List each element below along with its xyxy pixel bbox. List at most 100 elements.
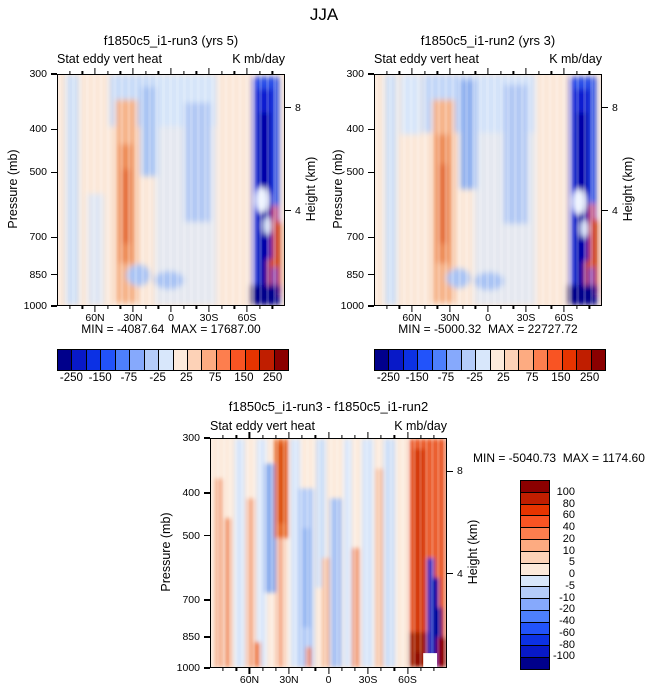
lat-tick <box>271 306 273 310</box>
colorbar-tick-label: 10 <box>562 544 575 557</box>
bottom-axis-ticks-run2 <box>374 306 602 312</box>
lat-tick <box>69 70 71 74</box>
lat-tick <box>550 70 552 74</box>
lat-tick-label: 0 <box>485 312 491 324</box>
colorbar-segment <box>201 350 216 370</box>
colorbar-diff <box>520 480 550 670</box>
lat-tick-label: 30N <box>279 674 299 686</box>
colorbar-tick-label: -5 <box>565 579 575 592</box>
lat-tick <box>406 432 409 438</box>
contour-plot-run3 <box>57 74 285 306</box>
colorbar-segment <box>129 350 144 370</box>
lat-tick <box>538 306 540 310</box>
colorbar-segment <box>576 350 591 370</box>
pressure-axis-label: Pressure (mb) <box>331 149 345 229</box>
lat-tick <box>288 432 290 438</box>
colorbar-segment <box>521 491 549 504</box>
colorbar-segment <box>521 633 549 646</box>
lat-tick <box>393 434 395 438</box>
lat-tick <box>525 68 527 74</box>
colorbar-segment <box>114 350 130 370</box>
lat-tick <box>271 70 273 74</box>
lat-tick <box>380 434 382 438</box>
contour-plot-run2 <box>374 74 602 306</box>
lat-tick <box>170 306 172 312</box>
colorbar-segment <box>460 350 476 370</box>
pressure-tick-label: 850 <box>182 630 200 643</box>
lat-tick <box>246 306 248 312</box>
latitude-labels-run2: 60N 30N 0 30S 60S <box>374 312 602 324</box>
lat-tick <box>462 306 464 310</box>
colorbar-labels-diff: 100 80 60 40 20 10 5 0 -5 -10 -20 -40 -60 -80 -100 <box>541 480 575 668</box>
lat-tick <box>538 70 540 74</box>
pressure-tick <box>368 236 374 238</box>
pressure-tick <box>51 171 57 173</box>
lat-tick <box>81 70 83 74</box>
colorbar-segment <box>521 562 549 575</box>
height-tick <box>285 210 291 212</box>
lat-tick <box>563 306 565 312</box>
pressure-tick-label: 850 <box>346 268 364 281</box>
pressure-tick-label: 500 <box>346 166 364 179</box>
lat-tick <box>512 306 514 310</box>
colorbar-segment <box>521 645 549 658</box>
top-axis-ticks-diff <box>210 432 447 438</box>
lat-tick-label: 0 <box>325 674 332 686</box>
minmax-text-run2: MIN = -5000.32 MAX = 22727.72 <box>398 322 578 336</box>
pressure-tick <box>368 305 374 307</box>
colorbar-segment <box>547 350 562 370</box>
pressure-tick <box>368 73 374 75</box>
colorbar-tick-label: 0 <box>568 568 575 580</box>
lat-tick <box>145 70 147 74</box>
colorbar-tick-label: -80 <box>559 638 575 651</box>
colorbar-tick-label: 250 <box>263 372 283 384</box>
colorbar-tick-label: -150 <box>405 372 429 384</box>
minmax-text-run3: MIN = -4087.64 MAX = 17687.00 <box>81 322 261 336</box>
bottom-axis-ticks-diff <box>210 668 447 674</box>
panel-subtitle-row: Stat eddy vert heat K mb/day <box>57 52 285 66</box>
colorbar-tick-label: -40 <box>559 615 575 627</box>
lat-tick <box>420 434 422 438</box>
lat-tick-label: 60N <box>85 312 105 324</box>
lat-tick <box>512 70 514 74</box>
colorbar-tick-label: 20 <box>562 532 575 545</box>
colorbar-tick-label: 75 <box>525 372 539 384</box>
pressure-tick <box>204 534 210 537</box>
lat-tick-label: 30S <box>358 674 378 686</box>
lat-tick-label: 30S <box>516 312 536 324</box>
pressure-tick <box>368 128 374 131</box>
lat-tick <box>327 668 330 674</box>
pressure-ticks-run2: 300 400 500 700 850 1000 <box>328 68 374 312</box>
colorbar-segment <box>590 350 605 370</box>
lat-tick <box>500 306 502 310</box>
lat-tick <box>433 668 435 672</box>
colorbar-tick-label: 25 <box>496 372 510 384</box>
lat-tick <box>462 70 464 74</box>
height-tick-label: 4 <box>612 204 618 217</box>
pressure-tick-label: 300 <box>346 68 364 80</box>
lat-tick <box>449 306 451 312</box>
colorbar-segment <box>417 350 432 370</box>
colorbar-run3 <box>57 349 289 371</box>
lat-tick <box>221 306 223 310</box>
pressure-tick <box>204 437 210 439</box>
lat-tick <box>235 434 237 438</box>
minmax-text-diff: MIN = -5040.73 MAX = 1174.60 <box>473 451 645 465</box>
pressure-tick-label: 400 <box>346 123 364 136</box>
colorbar-tick-label: -25 <box>149 372 166 384</box>
lat-tick <box>145 306 147 310</box>
lat-tick <box>94 306 96 312</box>
colorbar-segment <box>158 350 173 370</box>
colorbar-tick-label: -25 <box>466 372 483 384</box>
lat-tick <box>183 306 185 310</box>
lat-tick <box>380 668 382 672</box>
colorbar-segment <box>521 481 549 492</box>
pressure-tick-label: 700 <box>346 231 364 244</box>
colorbar-segment <box>259 350 274 370</box>
lat-tick <box>183 70 185 74</box>
colorbar-segment <box>521 539 549 551</box>
colorbar-tick-label: -10 <box>559 591 575 604</box>
lat-tick <box>248 668 251 674</box>
